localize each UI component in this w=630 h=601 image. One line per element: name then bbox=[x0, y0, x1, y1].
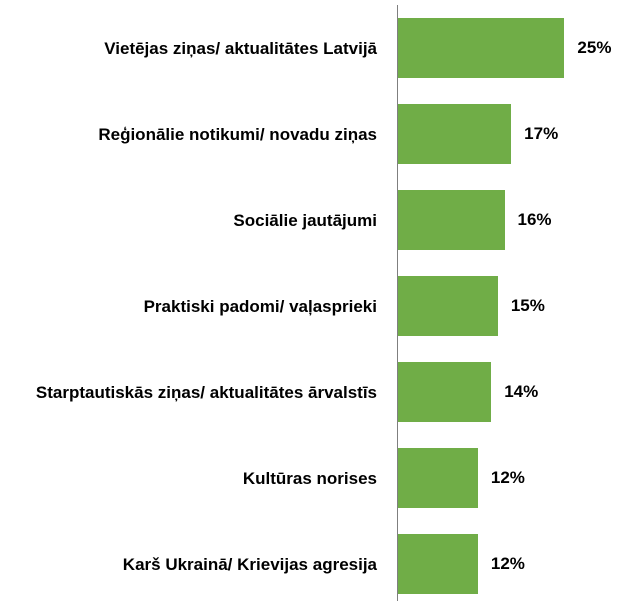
value-label: 16% bbox=[517, 210, 552, 229]
bar bbox=[398, 276, 498, 336]
category-label: Sociālie jautājumi bbox=[233, 210, 377, 230]
category-label: Kultūras norises bbox=[242, 468, 377, 488]
value-label: 12% bbox=[490, 554, 525, 573]
axis-line bbox=[397, 5, 398, 601]
value-label: 25% bbox=[577, 38, 612, 57]
value-label: 12% bbox=[490, 468, 525, 487]
category-label: Karš Ukrainā/ Krievijas agresija bbox=[122, 554, 377, 574]
value-label: 17% bbox=[524, 124, 559, 143]
bar bbox=[398, 448, 478, 508]
category-label: Reģionālie notikumi/ novadu ziņas bbox=[98, 124, 377, 144]
bar bbox=[398, 190, 505, 250]
category-label: Vietējas ziņas/ aktualitātes Latvijā bbox=[104, 38, 377, 58]
category-label: Praktiski padomi/ vaļasprieki bbox=[143, 296, 377, 316]
value-label: 14% bbox=[504, 382, 539, 401]
bar bbox=[398, 18, 565, 78]
bar bbox=[398, 104, 512, 164]
bar bbox=[398, 362, 492, 422]
value-label: 15% bbox=[510, 296, 545, 315]
category-label: Starptautiskās ziņas/ aktualitātes ārval… bbox=[35, 382, 377, 402]
bar bbox=[398, 534, 478, 594]
